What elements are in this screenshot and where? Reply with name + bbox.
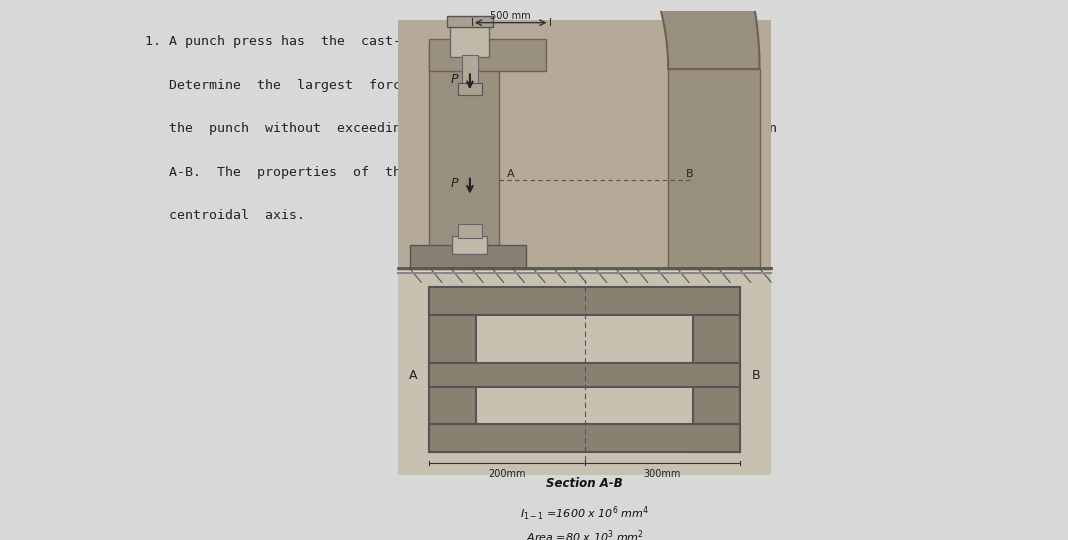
Text: 1. A punch press has  the  cast-steel  frame  shown  in  the  figure.: 1. A punch press has the cast-steel fram… bbox=[145, 35, 697, 48]
Text: the  punch  without  exceeding  a  normal  stress  of  120  MPa  at  Section: the punch without exceeding a normal str… bbox=[145, 122, 778, 135]
Text: A-B.  The  properties  of  the  area  are  as  shown  where  1-1  is  the: A-B. The properties of the area are as s… bbox=[145, 166, 753, 179]
Text: centroidal  axis.: centroidal axis. bbox=[145, 209, 305, 222]
Text: Determine  the  largest  force P that  can  be  exerted  at  the  jaws of: Determine the largest force P that can b… bbox=[145, 79, 753, 92]
